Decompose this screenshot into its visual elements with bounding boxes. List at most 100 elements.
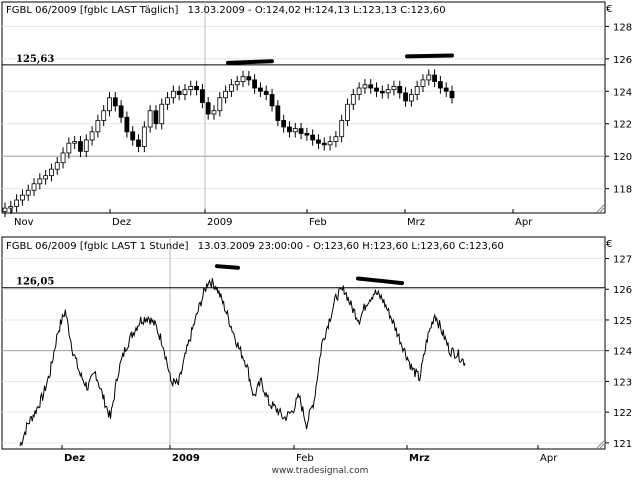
daily-marker-stroke bbox=[226, 59, 274, 65]
daily-candle bbox=[130, 126, 136, 146]
hourly-levels: 126,05 bbox=[2, 277, 605, 352]
daily-candle bbox=[194, 80, 199, 96]
p2-x-tick-label: 2009 bbox=[172, 453, 200, 464]
p1-y-tick-label: 120 bbox=[613, 152, 632, 163]
p1-x-tick-label: Apr bbox=[515, 217, 533, 228]
daily-candle bbox=[199, 83, 205, 109]
p2-x-tick-label: Feb bbox=[296, 453, 314, 464]
daily-candle bbox=[165, 92, 170, 110]
daily-candle bbox=[350, 88, 356, 110]
daily-x-axis: Nov Dez 2009 Feb Mrz Apr bbox=[11, 209, 533, 228]
daily-candle bbox=[321, 137, 327, 151]
p1-y-tick-label: 128 bbox=[613, 22, 632, 33]
daily-candle bbox=[205, 96, 211, 120]
daily-candle bbox=[391, 80, 397, 96]
daily-candle bbox=[368, 79, 374, 94]
daily-candle bbox=[2, 202, 8, 218]
p1-level-label: 125,63 bbox=[16, 54, 54, 65]
daily-candle bbox=[403, 87, 408, 107]
daily-candle bbox=[333, 131, 339, 148]
daily-candle bbox=[263, 85, 269, 101]
p1-x-tick-label: Feb bbox=[309, 217, 327, 228]
daily-candle bbox=[292, 122, 298, 138]
daily-candle bbox=[408, 88, 414, 107]
daily-candle bbox=[124, 111, 130, 138]
p2-y-tick-label: 121 bbox=[613, 439, 632, 450]
daily-levels: 125,63 bbox=[2, 54, 605, 157]
hourly-currency-label: € bbox=[606, 239, 612, 250]
daily-candle bbox=[397, 80, 403, 99]
daily-annotations bbox=[226, 53, 454, 65]
daily-candle bbox=[240, 70, 246, 88]
daily-candle bbox=[182, 83, 188, 101]
hourly-grid bbox=[2, 237, 605, 449]
hourly-y-axis: 121 122 123 124 125 126 127 bbox=[605, 255, 632, 450]
daily-candle bbox=[211, 105, 217, 120]
hourly-title-text: FGBL 06/2009 [fgblc LAST 1 Stunde] bbox=[6, 241, 189, 252]
daily-candle bbox=[258, 82, 263, 97]
daily-candle bbox=[66, 137, 72, 159]
p2-x-tick-label: Dez bbox=[64, 453, 85, 464]
p2-y-tick-label: 124 bbox=[613, 347, 632, 358]
daily-candle bbox=[414, 80, 420, 101]
hourly-x-axis: Dez 2009 Feb Mrz Apr bbox=[61, 445, 558, 464]
daily-candle bbox=[107, 92, 112, 117]
p1-y-tick-label: 118 bbox=[613, 185, 632, 196]
daily-candle bbox=[234, 75, 240, 91]
p2-y-tick-label: 126 bbox=[613, 285, 632, 296]
hourly-marker-stroke bbox=[215, 264, 240, 270]
daily-plot-frame bbox=[1, 1, 606, 214]
daily-candle bbox=[60, 147, 66, 169]
resize-handle-icon[interactable] bbox=[596, 204, 605, 213]
daily-candle bbox=[25, 184, 31, 201]
daily-candle bbox=[141, 121, 147, 153]
daily-candle bbox=[83, 134, 89, 158]
footer-watermark: www.tradesignal.com bbox=[271, 466, 369, 476]
daily-candle bbox=[153, 105, 159, 130]
daily-candle bbox=[252, 74, 258, 94]
daily-candle bbox=[379, 85, 385, 99]
hourly-marker-stroke bbox=[356, 276, 404, 286]
daily-candle bbox=[223, 85, 228, 104]
daily-candle bbox=[327, 135, 333, 151]
panel-hourly: 126,05 121 122 123 124 125 126 127 Dez 2009 Feb M… bbox=[1, 236, 632, 464]
p2-x-tick-label: Mrz bbox=[409, 453, 430, 464]
daily-candle bbox=[43, 169, 49, 185]
daily-candle bbox=[54, 157, 60, 175]
daily-candle bbox=[298, 122, 304, 140]
daily-candle bbox=[316, 134, 321, 149]
daily-candle bbox=[374, 82, 379, 97]
daily-candle bbox=[287, 121, 292, 138]
daily-candle bbox=[176, 85, 182, 101]
daily-candle bbox=[437, 75, 443, 94]
daily-marker-stroke bbox=[405, 53, 454, 59]
p2-y-tick-label: 127 bbox=[613, 255, 632, 266]
daily-candle bbox=[72, 135, 78, 149]
daily-candle bbox=[356, 82, 362, 101]
daily-candle bbox=[339, 114, 345, 143]
p2-x-tick-label: Apr bbox=[540, 453, 558, 464]
daily-title-text: FGBL 06/2009 [fgblc LAST Täglich] bbox=[6, 5, 178, 16]
hourly-chart-title: FGBL 06/2009 [fgblc LAST 1 Stunde] 13.03… bbox=[6, 241, 504, 252]
p1-y-tick-label: 124 bbox=[613, 87, 632, 98]
daily-candle bbox=[443, 82, 449, 97]
daily-candle bbox=[385, 83, 391, 99]
resize-handle-icon[interactable] bbox=[596, 440, 605, 449]
hourly-annotations bbox=[215, 264, 404, 286]
hourly-info-text: 13.03.2009 23:00:00 - O:123,60 H:123,60 … bbox=[198, 241, 504, 252]
daily-candle bbox=[95, 114, 101, 138]
p1-x-tick-label: Mrz bbox=[407, 217, 425, 228]
daily-candle bbox=[426, 69, 432, 86]
daily-candle bbox=[269, 88, 275, 112]
daily-candle bbox=[37, 173, 43, 190]
daily-candle bbox=[275, 100, 281, 127]
daily-candle bbox=[420, 74, 426, 93]
daily-candle bbox=[78, 135, 83, 158]
daily-candle bbox=[159, 98, 165, 130]
daily-chart-title: FGBL 06/2009 [fgblc LAST Täglich] 13.03.… bbox=[6, 5, 446, 16]
daily-candle bbox=[118, 100, 124, 123]
daily-candle bbox=[49, 163, 54, 182]
daily-candle bbox=[8, 200, 14, 214]
panel-daily: 125,63 118 120 122 124 126 128 Nov Dez 2009 Feb M… bbox=[1, 1, 632, 228]
p1-x-tick-label: Nov bbox=[14, 217, 34, 228]
